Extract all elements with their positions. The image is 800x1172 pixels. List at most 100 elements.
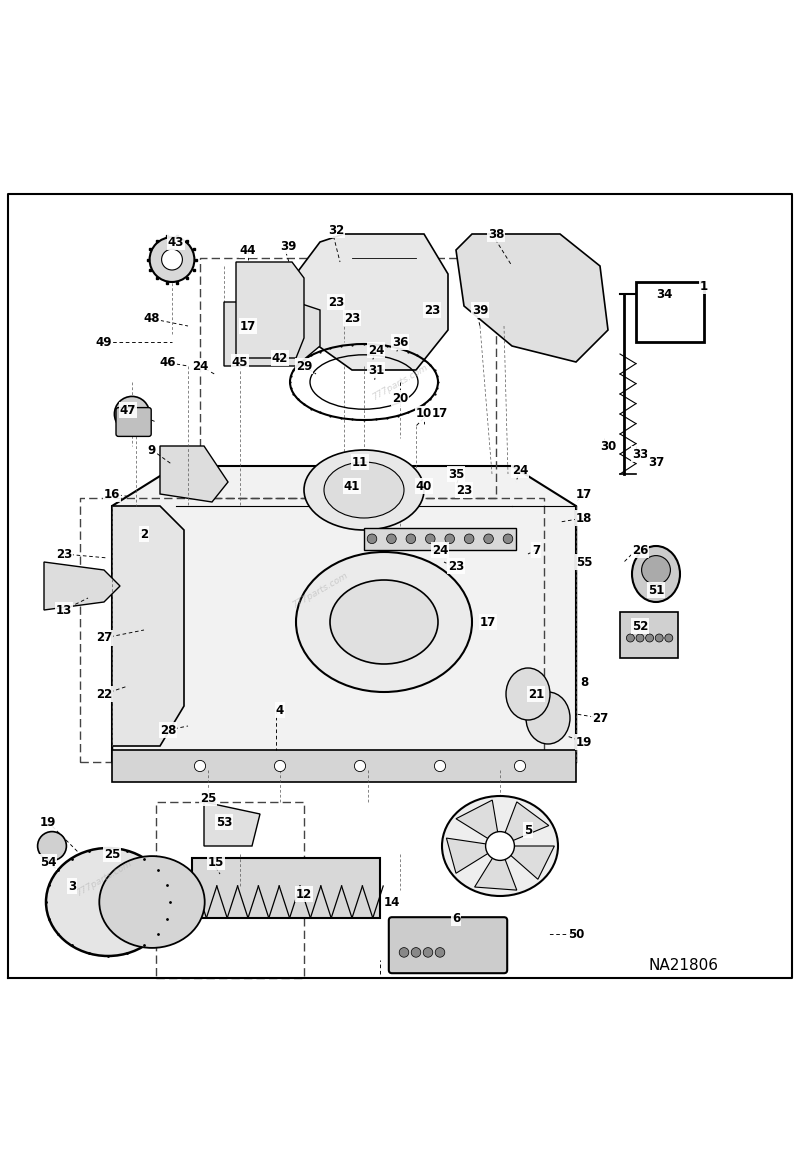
Text: 27: 27 [592, 711, 608, 724]
Text: 23: 23 [56, 547, 72, 560]
Circle shape [399, 948, 409, 958]
Text: 20: 20 [392, 391, 408, 404]
Text: 23: 23 [344, 312, 360, 325]
Text: 1: 1 [700, 279, 708, 293]
Polygon shape [446, 838, 500, 873]
Text: 24: 24 [192, 360, 208, 373]
Bar [364, 527, 516, 550]
Text: 54: 54 [40, 856, 56, 868]
Polygon shape [112, 506, 184, 747]
Text: 24: 24 [432, 544, 448, 557]
Circle shape [423, 948, 433, 958]
Text: 2: 2 [140, 527, 148, 540]
Circle shape [503, 534, 513, 544]
Text: 35: 35 [448, 468, 464, 481]
Circle shape [646, 634, 654, 642]
Text: 17: 17 [480, 615, 496, 628]
Circle shape [411, 948, 421, 958]
Text: 51: 51 [648, 584, 664, 597]
Ellipse shape [442, 796, 558, 897]
Text: 34: 34 [656, 287, 672, 300]
Circle shape [194, 761, 206, 771]
Text: 777parts.com: 777parts.com [370, 362, 430, 402]
Circle shape [486, 832, 514, 860]
Polygon shape [474, 846, 517, 890]
Text: 6: 6 [452, 912, 460, 925]
Circle shape [150, 237, 194, 282]
Text: 49: 49 [96, 335, 112, 348]
Text: 25: 25 [104, 847, 120, 860]
Text: 777parts.com: 777parts.com [74, 858, 134, 898]
FancyBboxPatch shape [116, 408, 151, 436]
Text: 21: 21 [528, 688, 544, 701]
Ellipse shape [526, 691, 570, 744]
Text: 12: 12 [296, 887, 312, 900]
Text: 5: 5 [524, 824, 532, 837]
Text: 24: 24 [368, 343, 384, 356]
FancyBboxPatch shape [389, 918, 507, 973]
Ellipse shape [304, 450, 424, 530]
Text: 31: 31 [368, 363, 384, 376]
Text: 45: 45 [232, 355, 248, 368]
Text: 46: 46 [160, 355, 176, 368]
Text: 41: 41 [344, 479, 360, 492]
Circle shape [464, 534, 474, 544]
Polygon shape [500, 802, 549, 846]
Circle shape [367, 534, 377, 544]
Text: 33: 33 [632, 448, 648, 461]
Circle shape [435, 948, 445, 958]
Circle shape [354, 761, 366, 771]
Circle shape [655, 634, 663, 642]
Text: 26: 26 [632, 544, 648, 557]
Bar [636, 282, 704, 342]
Circle shape [445, 534, 454, 544]
Text: 14: 14 [384, 895, 400, 908]
Circle shape [642, 556, 670, 585]
Polygon shape [224, 302, 320, 366]
Text: 19: 19 [576, 736, 592, 749]
Text: 10: 10 [416, 408, 432, 421]
Text: 19: 19 [40, 816, 56, 829]
Circle shape [665, 634, 673, 642]
Ellipse shape [324, 462, 404, 518]
Text: 22: 22 [96, 688, 112, 701]
Text: 47: 47 [120, 403, 136, 416]
Text: 7: 7 [532, 544, 540, 557]
Ellipse shape [99, 856, 205, 948]
Circle shape [434, 761, 446, 771]
Polygon shape [44, 563, 120, 609]
Text: 36: 36 [392, 335, 408, 348]
Text: 23: 23 [448, 559, 464, 572]
Ellipse shape [632, 546, 680, 602]
Text: 777parts.com: 777parts.com [290, 571, 350, 609]
Polygon shape [204, 802, 260, 846]
Text: 4: 4 [276, 703, 284, 716]
Circle shape [406, 534, 416, 544]
Text: 44: 44 [240, 244, 256, 257]
Ellipse shape [506, 668, 550, 720]
Text: 23: 23 [424, 304, 440, 316]
Text: 39: 39 [280, 239, 296, 252]
Circle shape [386, 534, 396, 544]
Text: 9: 9 [148, 443, 156, 457]
Circle shape [626, 634, 634, 642]
Text: 48: 48 [144, 312, 160, 325]
Polygon shape [160, 447, 228, 502]
Text: 17: 17 [240, 320, 256, 333]
Polygon shape [500, 846, 554, 879]
Polygon shape [456, 800, 500, 846]
Bar [620, 612, 678, 657]
Text: 27: 27 [96, 632, 112, 645]
Ellipse shape [330, 580, 438, 665]
Text: 53: 53 [216, 816, 232, 829]
Polygon shape [236, 263, 304, 357]
Text: 38: 38 [488, 227, 504, 240]
Text: 17: 17 [576, 488, 592, 500]
Circle shape [162, 250, 182, 270]
Text: 40: 40 [416, 479, 432, 492]
Text: 13: 13 [56, 604, 72, 616]
Text: 23: 23 [328, 295, 344, 308]
Circle shape [114, 396, 150, 431]
Text: 42: 42 [272, 352, 288, 364]
Ellipse shape [296, 552, 472, 691]
